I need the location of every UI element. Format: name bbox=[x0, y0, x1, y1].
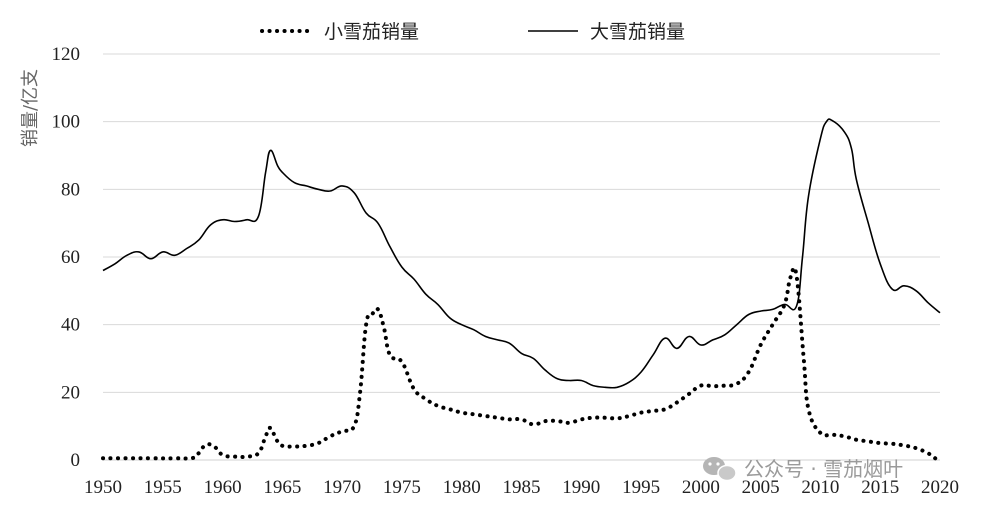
x-tick-label: 1965 bbox=[263, 477, 301, 498]
x-tick-label: 1955 bbox=[144, 477, 182, 498]
x-axis-ticks: 1950 1955 1960 1965 1970 1975 1980 1985 1990 1995… bbox=[84, 477, 959, 498]
x-tick-label: 1985 bbox=[503, 477, 541, 498]
x-tick-label: 1970 bbox=[323, 477, 361, 498]
y-tick-label: 0 bbox=[71, 450, 81, 471]
legend-label-large-cigar: 大雪茄销量 bbox=[590, 21, 685, 43]
y-tick-label: 120 bbox=[52, 44, 81, 65]
x-tick-label: 2015 bbox=[861, 477, 899, 498]
y-tick-label: 40 bbox=[61, 315, 80, 336]
y-tick-label: 60 bbox=[61, 247, 80, 268]
y-tick-label: 80 bbox=[61, 179, 80, 200]
y-tick-label: 100 bbox=[52, 112, 81, 133]
legend-label-small-cigar: 小雪茄销量 bbox=[324, 21, 419, 43]
x-tick-label: 1950 bbox=[84, 477, 122, 498]
x-tick-label: 2020 bbox=[921, 477, 959, 498]
series-line-large-cigar bbox=[102, 118, 941, 389]
watermark-text: 公众号 · 雪茄烟叶 bbox=[744, 457, 903, 481]
x-tick-label: 2005 bbox=[742, 477, 780, 498]
y-axis-label: 销量/亿支 bbox=[20, 69, 41, 147]
legend: 小雪茄销量 大雪茄销量 bbox=[260, 21, 685, 43]
x-tick-label: 1995 bbox=[622, 477, 660, 498]
gridlines bbox=[103, 53, 940, 393]
y-tick-label: 20 bbox=[61, 382, 80, 403]
x-tick-label: 2010 bbox=[801, 477, 839, 498]
x-tick-label: 1960 bbox=[204, 477, 242, 498]
x-tick-label: 1975 bbox=[383, 477, 421, 498]
x-tick-label: 2000 bbox=[682, 477, 720, 498]
x-tick-label: 1980 bbox=[443, 477, 481, 498]
series-line-small-cigar bbox=[101, 265, 938, 461]
wechat-icon bbox=[703, 457, 737, 482]
watermark: 公众号 · 雪茄烟叶 bbox=[703, 457, 903, 482]
series-layer bbox=[101, 118, 941, 461]
x-tick-label: 1990 bbox=[562, 477, 600, 498]
y-axis-ticks: 0 20 40 60 80 100 120 bbox=[52, 44, 81, 471]
